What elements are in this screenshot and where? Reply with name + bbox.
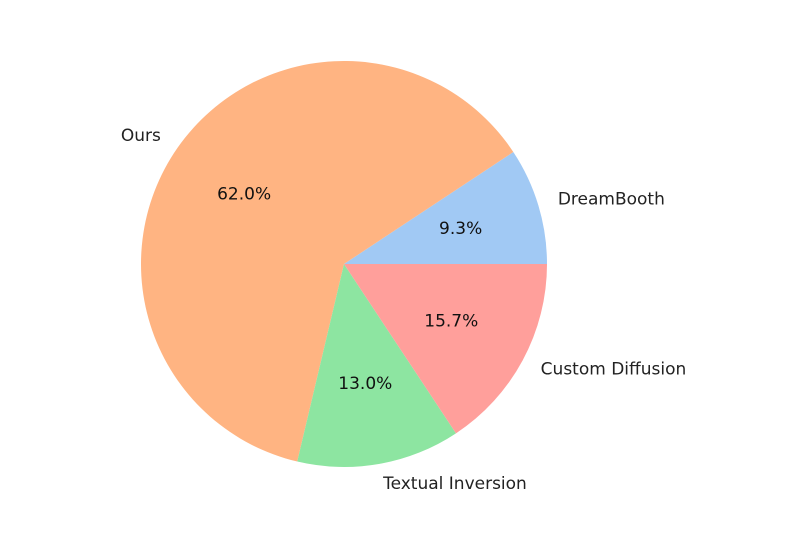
pct-label-ours: 62.0% (217, 184, 271, 204)
pie-slices (141, 60, 547, 467)
slice-label-dreambooth: DreamBooth (558, 190, 665, 210)
pct-label-textual-inversion: 13.0% (338, 374, 392, 394)
pie-slice-dreambooth (344, 152, 547, 264)
pie-slice-textual-inversion (297, 264, 456, 467)
pct-label-custom-diffusion: 15.7% (424, 312, 478, 332)
pie-slice-ours (141, 60, 514, 462)
slice-label-ours: Ours (121, 126, 161, 146)
pie-labels: 9.3% DreamBooth 62.0% Ours 13.0% Textual Inve… (121, 126, 686, 494)
pie-slice-custom-diffusion (344, 264, 547, 434)
slice-label-custom-diffusion: Custom Diffusion (541, 360, 687, 380)
pct-label-dreambooth: 9.3% (439, 219, 482, 239)
slice-label-textual-inversion: Textual Inversion (382, 474, 527, 494)
